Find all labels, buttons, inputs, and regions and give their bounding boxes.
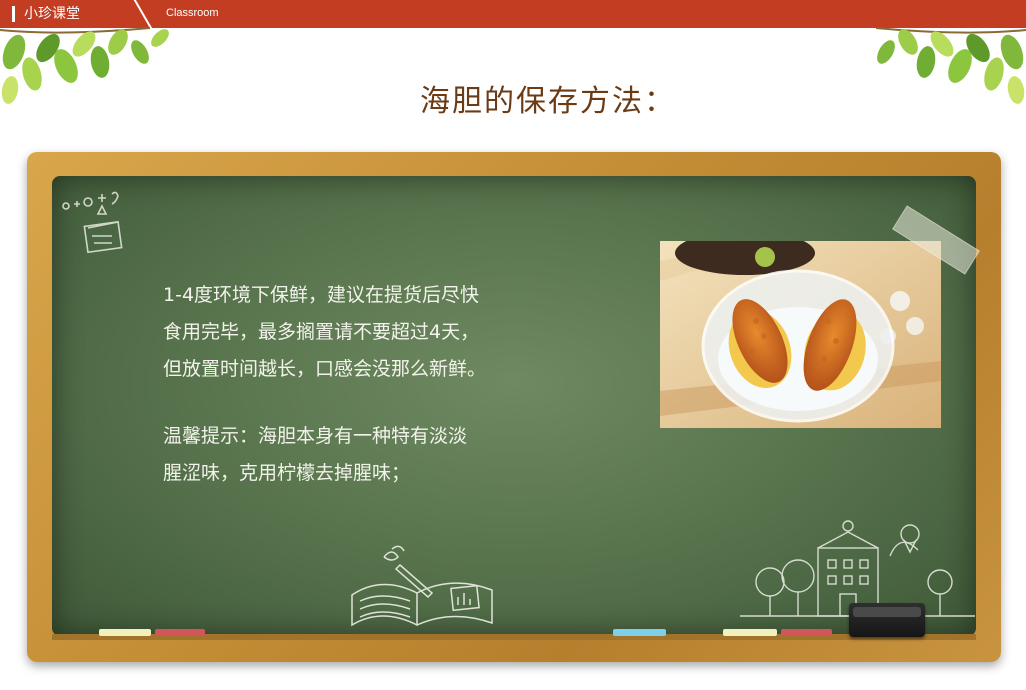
tip-line-1: 温馨提示：海胆本身有一种特有淡淡	[163, 425, 468, 447]
leaves-icon	[0, 27, 169, 104]
header-marker	[12, 6, 15, 22]
header-bar: 小珍课堂 Classroom	[0, 0, 1026, 28]
school-doodle-icon	[740, 520, 975, 617]
board-text: 1-4度环境下保鲜，建议在提货后尽快 食用完毕，最多搁置请不要超过4天， 但放置…	[163, 277, 533, 492]
brand-label: 小珍课堂	[24, 6, 80, 22]
storage-line-1: 1-4度环境下保鲜，建议在提货后尽快	[163, 284, 480, 306]
tip-line-2: 腥涩味，克用柠檬去掉腥味；	[163, 462, 411, 484]
sea-urchin-photo	[660, 241, 941, 428]
leaves-icon	[875, 27, 1026, 104]
eraser-icon	[849, 603, 925, 637]
chalk-red	[155, 629, 205, 636]
open-book-doodle-icon	[351, 545, 493, 627]
chalk-ledge	[52, 634, 976, 640]
chalk-blue	[613, 629, 666, 636]
chalk-yellow	[723, 629, 777, 636]
storage-line-3: 但放置时间越长，口感会没那么新鲜。	[163, 358, 487, 380]
math-doodle-icon	[62, 191, 123, 254]
chalk-yellow	[99, 629, 151, 636]
header-subtitle: Classroom	[166, 7, 219, 19]
storage-line-2: 食用完毕，最多搁置请不要超过4天，	[163, 321, 480, 343]
page-title: 海胆的保存方法：	[420, 84, 676, 119]
chalk-red	[781, 629, 832, 636]
